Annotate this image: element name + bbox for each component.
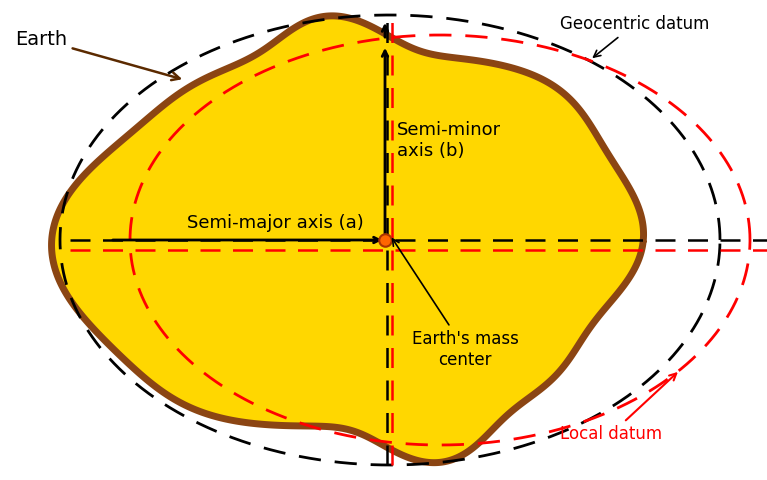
Polygon shape bbox=[51, 16, 644, 463]
Text: Geocentric datum: Geocentric datum bbox=[560, 15, 709, 57]
Text: Semi-major axis (a): Semi-major axis (a) bbox=[186, 214, 364, 232]
Text: Earth's mass
center: Earth's mass center bbox=[393, 239, 518, 369]
Text: Earth: Earth bbox=[15, 30, 179, 80]
Text: Semi-minor
axis (b): Semi-minor axis (b) bbox=[397, 121, 501, 160]
Text: Local datum: Local datum bbox=[560, 373, 676, 443]
